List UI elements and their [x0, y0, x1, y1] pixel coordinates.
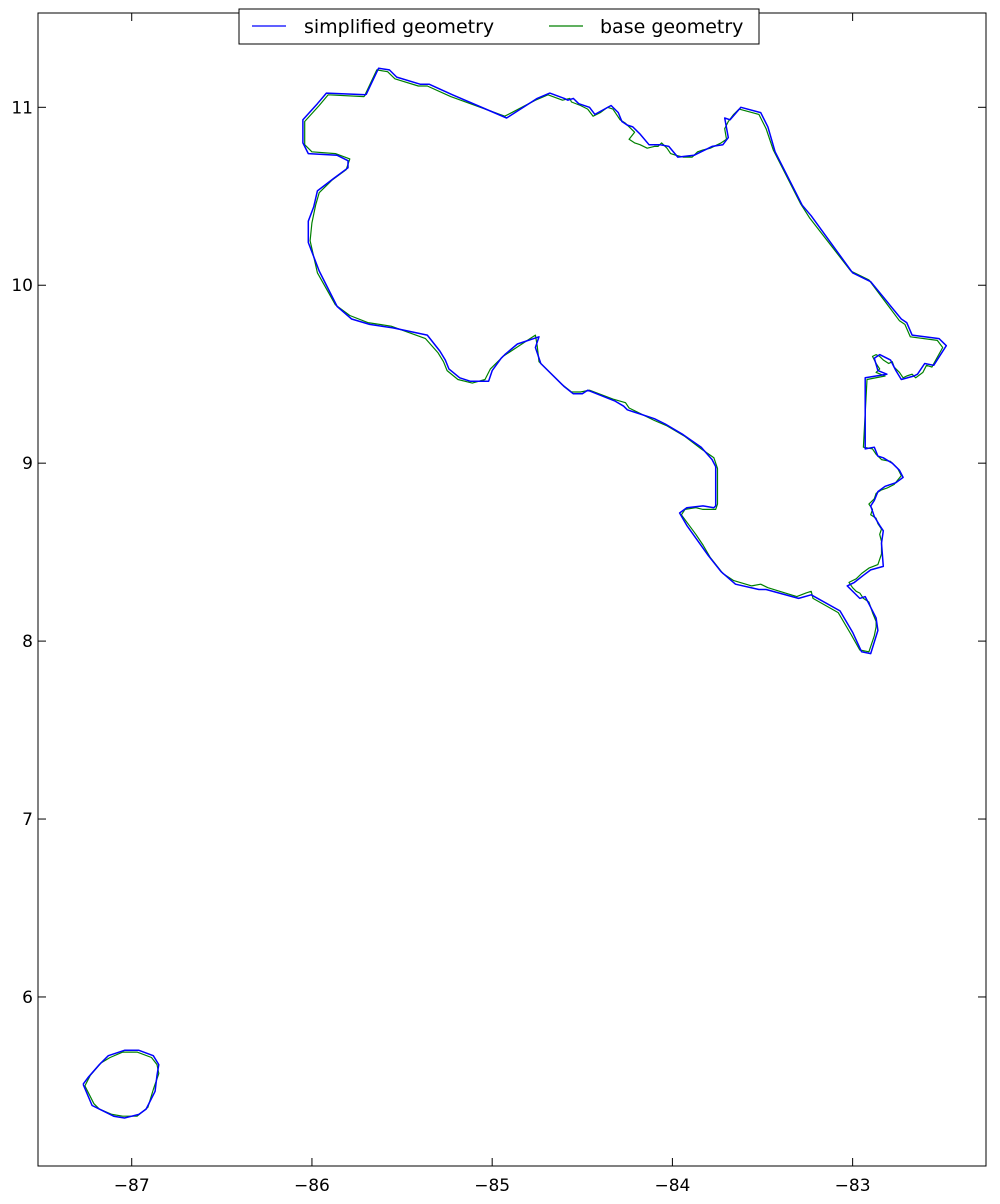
x-tick-label: −85 [474, 1176, 510, 1196]
legend-label-base: base geometry [600, 16, 743, 38]
legend-label-simplified: simplified geometry [304, 16, 494, 38]
y-tick-label: 7 [22, 810, 33, 830]
simplified-geometry-ring-1 [302, 67, 948, 655]
x-tick-label: −87 [114, 1176, 150, 1196]
x-tick-label: −83 [835, 1176, 871, 1196]
y-tick-label: 9 [22, 454, 33, 474]
x-tick-label: −86 [294, 1176, 330, 1196]
legend: simplified geometry base geometry [238, 8, 760, 45]
y-tick-label: 11 [11, 98, 33, 118]
tick-layer: −87 −86 −85 −84 −83 6 7 8 9 10 11 [11, 13, 986, 1196]
simplified-geometry-ring-2 [82, 1049, 160, 1119]
plot-area [38, 13, 986, 1166]
y-tick-label: 6 [22, 988, 33, 1008]
series-layer [82, 67, 948, 1119]
y-tick-label: 10 [11, 276, 33, 296]
x-tick-label: −84 [654, 1176, 690, 1196]
y-tick-label: 8 [22, 632, 33, 652]
legend-box [238, 8, 760, 45]
